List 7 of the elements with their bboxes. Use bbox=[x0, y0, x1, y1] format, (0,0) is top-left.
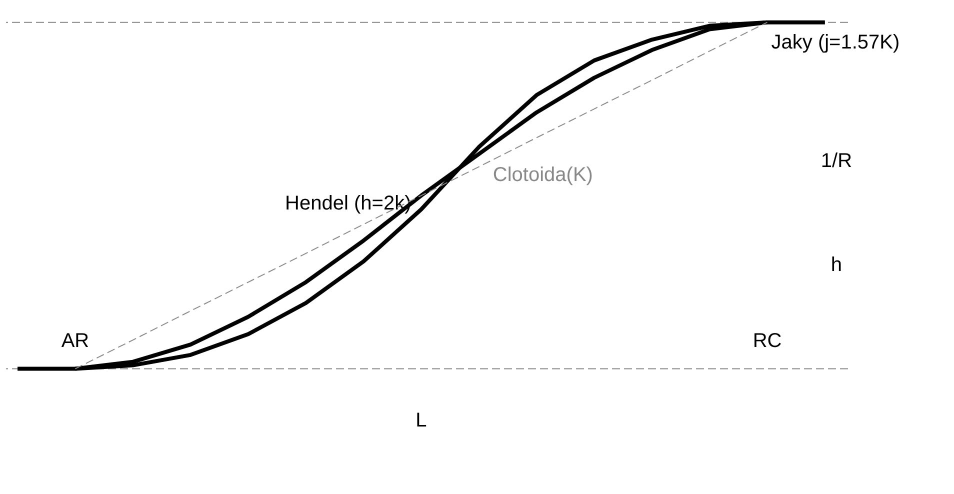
annotation: AR bbox=[61, 330, 90, 352]
annotation: 1/R bbox=[820, 150, 852, 172]
annotation: RC bbox=[752, 330, 782, 352]
annotation: h bbox=[830, 254, 842, 276]
text: L bbox=[416, 410, 427, 432]
series-label: Clotoida(K) bbox=[492, 164, 593, 186]
series-label: Jaky (j=1.57K) bbox=[771, 31, 900, 54]
